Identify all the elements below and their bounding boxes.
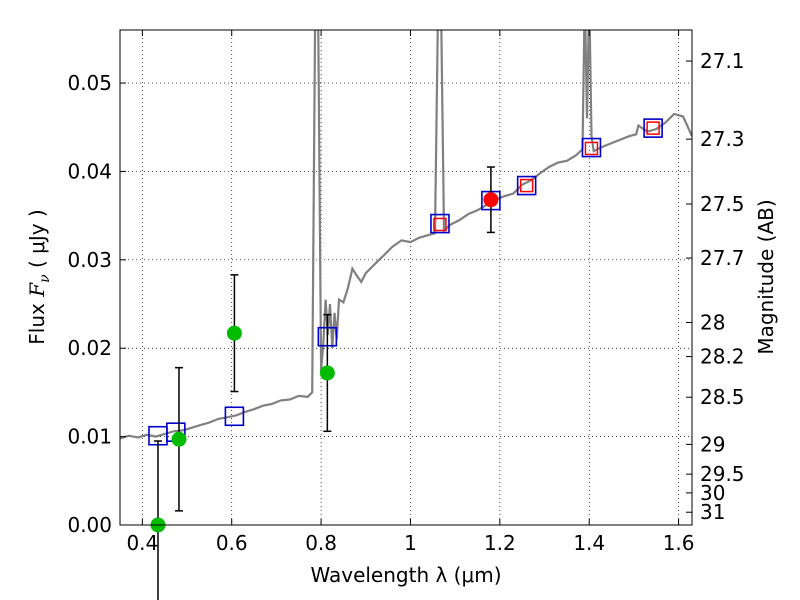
model-photometry-marker bbox=[516, 175, 537, 196]
model-photometry-marker bbox=[430, 213, 450, 234]
mag-tick-label: 29.5 bbox=[700, 462, 745, 486]
observed-small-marker bbox=[646, 121, 660, 135]
x-tick-label: 1 bbox=[404, 531, 417, 555]
mag-tick-label: 28.2 bbox=[700, 345, 745, 369]
y-tick-label: 0.03 bbox=[67, 248, 112, 272]
axis-ticks: 0.4 0.6 0.8 1 1.2 1.4 1.6 0.00 0.01 0.02 0.03 0.04 0… bbox=[67, 30, 745, 555]
y-tick-label: 0.01 bbox=[67, 425, 112, 449]
y-label-prefix: Flux bbox=[25, 297, 49, 345]
model-spectrum-line bbox=[120, 30, 692, 440]
model-photometry-marker bbox=[581, 137, 602, 158]
observed-red-point bbox=[483, 192, 499, 208]
y-tick-label: 0.00 bbox=[67, 513, 112, 537]
model-spectrum-layer bbox=[120, 30, 692, 440]
mag-tick-label: 27.1 bbox=[700, 49, 745, 73]
mag-tick-label: 30 bbox=[700, 481, 725, 505]
y-axis-label-left: Flux Fν ( μJy ) bbox=[25, 209, 53, 344]
observed-green-point bbox=[319, 365, 335, 381]
observed-small-marker bbox=[584, 141, 599, 156]
y-tick-label: 0.05 bbox=[67, 71, 112, 95]
model-photometry-marker bbox=[224, 406, 245, 427]
mag-tick-label: 29 bbox=[700, 432, 725, 456]
observed-small-marker bbox=[433, 217, 447, 232]
mag-tick-label: 28.5 bbox=[700, 385, 745, 409]
x-tick-label: 1.2 bbox=[484, 531, 516, 555]
x-axis-label: Wavelength λ (μm) bbox=[310, 563, 501, 587]
observed-small-marker bbox=[519, 178, 534, 193]
plot-frame bbox=[119, 29, 693, 526]
x-tick-label: 1.6 bbox=[663, 531, 695, 555]
mag-tick-label: 31 bbox=[700, 500, 725, 524]
y-tick-label: 0.02 bbox=[67, 336, 112, 360]
x-tick-label: 0.8 bbox=[305, 531, 337, 555]
grid-lines bbox=[120, 30, 692, 526]
mag-tick-label: 28 bbox=[700, 310, 725, 334]
x-tick-label: 0.4 bbox=[126, 531, 158, 555]
y-label-unit: ( μJy ) bbox=[25, 209, 49, 274]
x-tick-label: 1.4 bbox=[573, 531, 605, 555]
mag-tick-label: 27.7 bbox=[700, 246, 745, 270]
y-label-symbol: F bbox=[25, 282, 49, 298]
y-tick-label: 0.04 bbox=[67, 159, 112, 183]
y-label-subscript: ν bbox=[37, 274, 53, 283]
mag-tick-label: 27.5 bbox=[700, 192, 745, 216]
observed-green-point bbox=[171, 431, 187, 447]
y-axis-label-right: Magnitude (AB) bbox=[754, 199, 778, 354]
data-points-layer bbox=[148, 118, 663, 600]
x-tick-label: 0.6 bbox=[216, 531, 248, 555]
observed-green-point bbox=[226, 325, 242, 341]
model-photometry-marker bbox=[643, 118, 663, 138]
mag-tick-label: 27.3 bbox=[700, 127, 745, 151]
